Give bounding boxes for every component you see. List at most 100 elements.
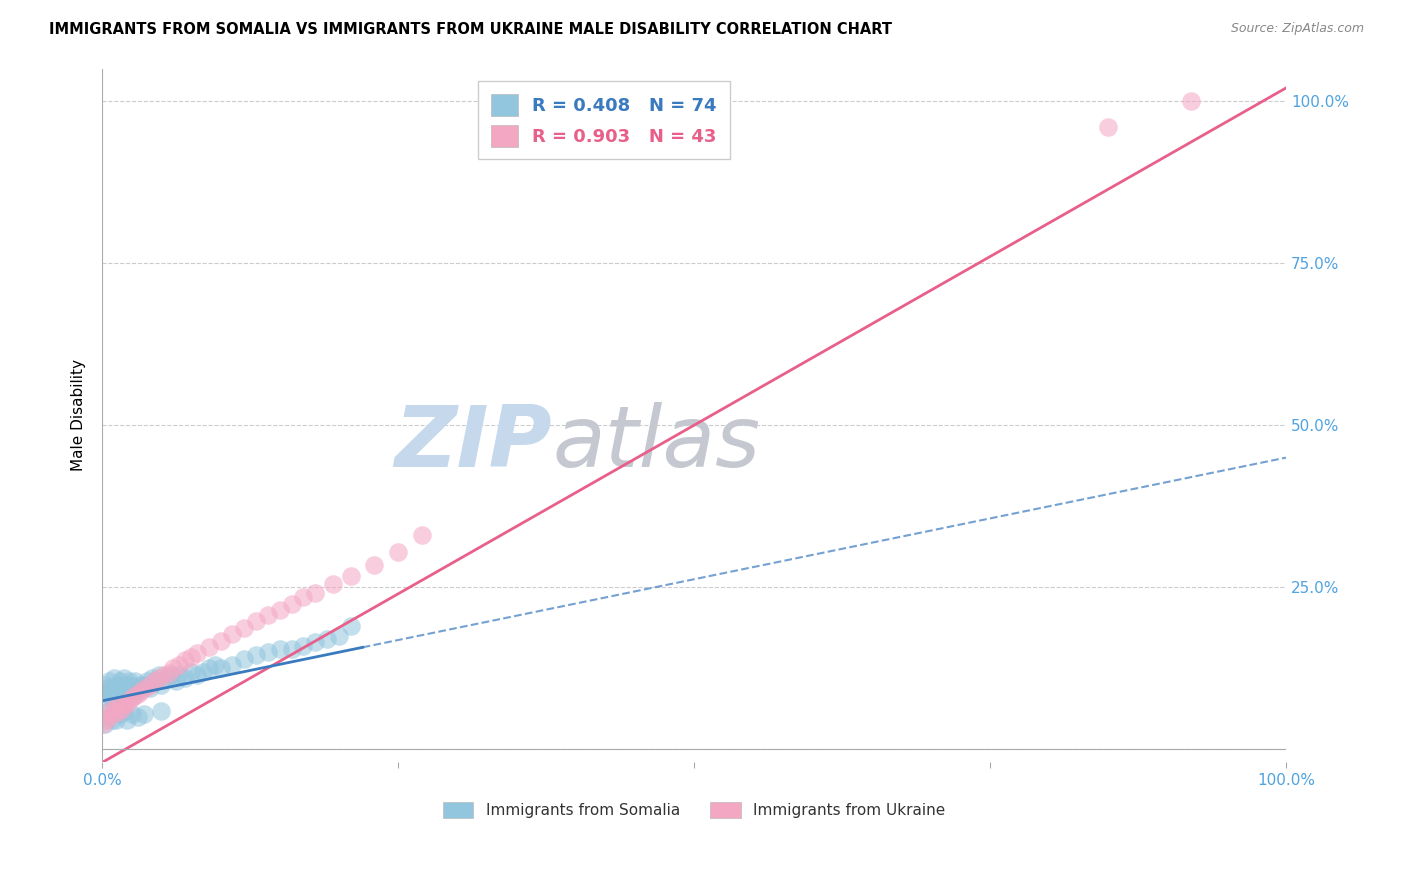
Point bbox=[100, 685, 122, 699]
Text: atlas: atlas bbox=[553, 401, 761, 484]
Point bbox=[363, 558, 385, 572]
Point bbox=[122, 690, 145, 704]
Point bbox=[115, 697, 138, 711]
Point bbox=[97, 710, 120, 724]
Point bbox=[167, 658, 190, 673]
Point bbox=[174, 653, 197, 667]
Text: Source: ZipAtlas.com: Source: ZipAtlas.com bbox=[1230, 22, 1364, 36]
Point bbox=[411, 528, 433, 542]
Point bbox=[152, 668, 174, 682]
Point bbox=[114, 681, 136, 695]
Point bbox=[148, 668, 170, 682]
Legend: Immigrants from Somalia, Immigrants from Ukraine: Immigrants from Somalia, Immigrants from… bbox=[437, 796, 952, 824]
Point bbox=[107, 682, 129, 697]
Point bbox=[103, 671, 125, 685]
Point bbox=[112, 704, 135, 718]
Point bbox=[117, 682, 139, 697]
Point bbox=[280, 597, 302, 611]
Point bbox=[121, 706, 143, 721]
Text: IMMIGRANTS FROM SOMALIA VS IMMIGRANTS FROM UKRAINE MALE DISABILITY CORRELATION C: IMMIGRANTS FROM SOMALIA VS IMMIGRANTS FR… bbox=[49, 22, 893, 37]
Point bbox=[122, 679, 145, 693]
Point bbox=[96, 687, 118, 701]
Point bbox=[94, 713, 117, 727]
Point bbox=[108, 698, 131, 713]
Point bbox=[120, 691, 142, 706]
Point bbox=[162, 661, 184, 675]
Point bbox=[157, 665, 180, 680]
Point bbox=[120, 687, 142, 701]
Point bbox=[1180, 94, 1202, 108]
Point bbox=[105, 685, 128, 699]
Point bbox=[111, 694, 134, 708]
Point bbox=[257, 645, 280, 659]
Point bbox=[93, 716, 115, 731]
Point bbox=[186, 668, 208, 682]
Point bbox=[96, 710, 118, 724]
Point bbox=[322, 577, 344, 591]
Point bbox=[340, 619, 363, 633]
Point bbox=[180, 650, 202, 665]
Point bbox=[101, 694, 124, 708]
Point bbox=[125, 685, 148, 699]
Point bbox=[150, 704, 173, 718]
Point bbox=[115, 685, 138, 699]
Point bbox=[111, 702, 134, 716]
Point bbox=[136, 674, 159, 689]
Point bbox=[93, 716, 115, 731]
Point bbox=[204, 658, 226, 673]
Point bbox=[304, 585, 326, 599]
Text: ZIP: ZIP bbox=[395, 401, 553, 484]
Point bbox=[129, 684, 152, 698]
Point bbox=[280, 642, 302, 657]
Point bbox=[129, 678, 152, 692]
Y-axis label: Male Disability: Male Disability bbox=[72, 359, 86, 472]
Point bbox=[101, 706, 124, 721]
Point bbox=[118, 674, 141, 689]
Point bbox=[269, 603, 291, 617]
Point bbox=[209, 661, 232, 675]
Point bbox=[131, 681, 153, 695]
Point bbox=[292, 639, 315, 653]
Point bbox=[191, 665, 214, 679]
Point bbox=[115, 678, 138, 692]
Point bbox=[209, 633, 232, 648]
Point bbox=[103, 706, 125, 721]
Point bbox=[124, 674, 146, 689]
Point bbox=[328, 629, 350, 643]
Point bbox=[141, 671, 163, 685]
Point bbox=[245, 614, 267, 628]
Point bbox=[292, 590, 315, 604]
Point bbox=[104, 700, 127, 714]
Point bbox=[1097, 120, 1119, 134]
Point bbox=[104, 681, 127, 695]
Point bbox=[100, 713, 122, 727]
Point bbox=[108, 706, 131, 721]
Point bbox=[145, 674, 167, 689]
Point bbox=[107, 678, 129, 692]
Point bbox=[156, 671, 179, 685]
Point bbox=[316, 632, 339, 647]
Point bbox=[197, 640, 219, 654]
Point bbox=[150, 678, 173, 692]
Point bbox=[100, 704, 122, 718]
Point bbox=[93, 684, 115, 698]
Point bbox=[107, 705, 129, 719]
Point bbox=[134, 678, 156, 692]
Point bbox=[98, 704, 121, 718]
Point bbox=[269, 642, 291, 657]
Point bbox=[108, 674, 131, 689]
Point bbox=[160, 668, 183, 682]
Point bbox=[174, 671, 197, 685]
Point bbox=[233, 621, 256, 635]
Point bbox=[132, 706, 155, 721]
Point bbox=[387, 544, 409, 558]
Point bbox=[94, 678, 117, 692]
Point bbox=[122, 690, 145, 704]
Point bbox=[148, 671, 170, 685]
Point bbox=[114, 696, 136, 710]
Point bbox=[134, 681, 156, 695]
Point bbox=[167, 668, 190, 682]
Point bbox=[115, 713, 138, 727]
Point bbox=[105, 713, 128, 727]
Point bbox=[304, 635, 326, 649]
